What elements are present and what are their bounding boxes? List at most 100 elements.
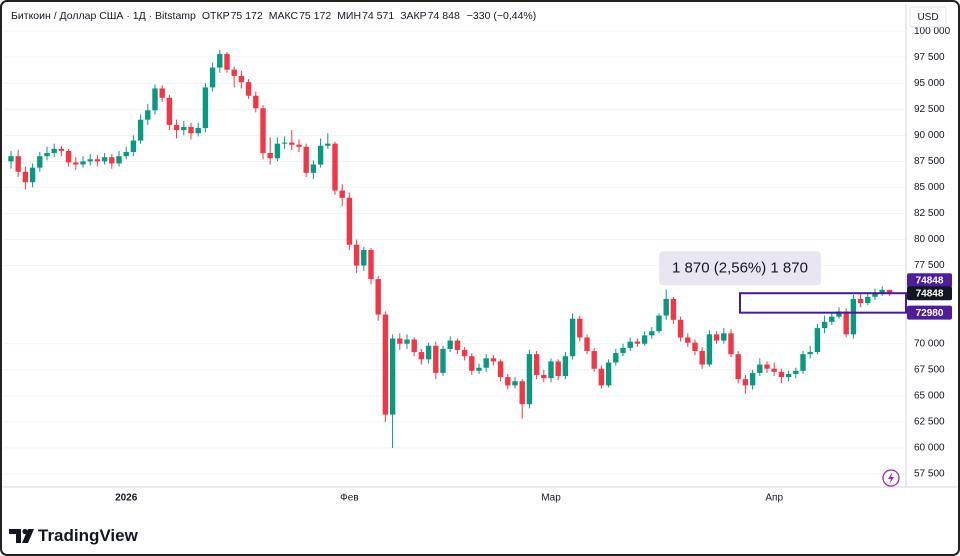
candle-body (51, 148, 57, 154)
candle-body (87, 159, 93, 162)
candle-body (728, 333, 734, 355)
ohlc-name: ОТКР (201, 10, 230, 22)
candle-body (303, 146, 309, 173)
candle-body (721, 333, 727, 341)
candle-body (361, 249, 367, 266)
candle-body (533, 354, 540, 375)
candle-body (65, 150, 72, 163)
measure-low-badge-bg (907, 305, 952, 320)
y-tick-label: 57 500 (914, 469, 945, 480)
last-price-badge: 74848 (916, 288, 944, 299)
candle-body (382, 314, 389, 415)
y-tick-label: 95 000 (914, 78, 945, 89)
candle-body (620, 347, 626, 354)
candle-body (389, 338, 396, 415)
ohlc-name: ЗАКР (400, 10, 427, 22)
candle-body (447, 340, 453, 349)
candle-body (771, 368, 777, 372)
y-tick-label: 65 000 (914, 390, 945, 401)
y-tick-label: 67 500 (914, 364, 945, 375)
candle-body (123, 151, 129, 157)
candle-body (541, 374, 547, 379)
candle-body (353, 244, 360, 266)
candle-body (137, 119, 144, 141)
candle-body (793, 370, 799, 374)
ohlc-name: МАКС (268, 10, 299, 22)
candle-body (209, 67, 216, 88)
candle-body (145, 110, 151, 120)
candle-body (339, 190, 345, 198)
candle-body (37, 156, 43, 168)
y-tick-label: 77 500 (914, 260, 945, 271)
candle-body (605, 362, 612, 386)
candle-body (15, 156, 21, 172)
candle-body (476, 367, 482, 371)
candle-body (8, 156, 14, 162)
candle-body (598, 368, 605, 386)
candle-body (317, 145, 324, 165)
candle-body (332, 143, 338, 191)
candle-body (548, 361, 554, 379)
candle-body (764, 364, 770, 369)
candle-body (368, 249, 374, 280)
candle-body (80, 161, 86, 165)
x-tick-label: Апр (765, 493, 783, 504)
candle-body (821, 321, 828, 329)
measure-low-badge: 72980 (916, 308, 944, 319)
candle-body (785, 373, 792, 378)
candle-body (166, 97, 173, 125)
candle-body (497, 361, 504, 378)
candle-body (850, 298, 857, 335)
candle-body (238, 75, 245, 83)
candle-body (325, 143, 331, 146)
candle-body (634, 341, 641, 344)
x-tick-label: Фев (340, 493, 358, 504)
candle-body (425, 345, 432, 360)
candle-body (181, 126, 187, 131)
currency-label: USD (917, 12, 938, 23)
measure-label-box (659, 251, 821, 286)
candle-body (231, 69, 237, 76)
candle-body (289, 142, 295, 145)
candle-body (159, 88, 165, 98)
candle-body (130, 140, 137, 152)
candle-body (73, 162, 79, 165)
ohlc-field: ЗАКР74 848 (400, 10, 460, 22)
candle-body (217, 54, 223, 68)
candle-body (296, 144, 302, 147)
ohlc-field: МИН74 571 (337, 10, 394, 22)
logo-mark (9, 529, 21, 543)
symbol-header: Биткоин / Доллар США · 1Д · Bitstamp ОТК… (11, 10, 536, 22)
y-tick-label: 87 500 (914, 156, 945, 167)
candle-body (742, 379, 749, 386)
candle-body (757, 364, 763, 373)
ohlc-value: 74 848 (427, 10, 460, 22)
candle-body (857, 298, 864, 304)
candle-body (555, 361, 561, 377)
y-tick-label: 80 000 (914, 234, 945, 245)
candle-body (253, 95, 259, 109)
candle-body (116, 156, 122, 164)
candle-body (404, 339, 410, 344)
ohlc-value: 75 172 (230, 10, 263, 22)
y-tick-label: 97 500 (914, 52, 945, 63)
y-tick-label: 85 000 (914, 182, 945, 193)
candle-body (807, 352, 813, 355)
candle-body (22, 171, 29, 183)
candle-body (469, 356, 475, 371)
candle-body (577, 318, 583, 338)
ohlc-value: 75 172 (299, 10, 332, 22)
y-tick-label: 62 500 (914, 417, 945, 428)
currency-button[interactable] (909, 6, 947, 28)
candle-body (173, 124, 180, 131)
candle-body (584, 337, 590, 352)
candle-body (627, 341, 633, 348)
measure-range (739, 292, 907, 314)
y-tick-label: 90 000 (914, 130, 945, 141)
candle-body (260, 108, 266, 154)
candle-body (483, 358, 489, 368)
measure-high-badge-bg (907, 273, 952, 288)
logo: TradingView (9, 526, 139, 545)
